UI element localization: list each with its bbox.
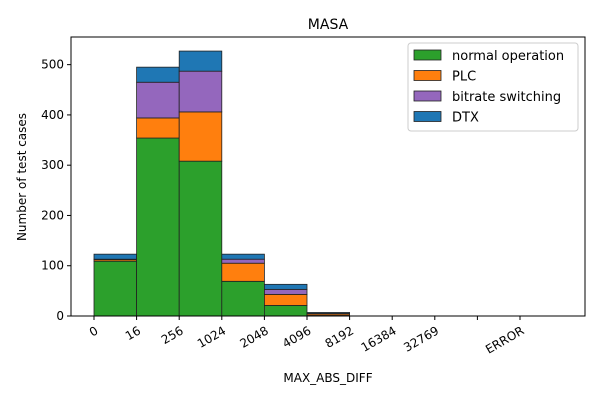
bar-segment [178,50,223,72]
bar-segment [136,117,180,139]
x-tick-label: 0 [87,323,101,339]
y-tick-label: 300 [41,158,64,172]
bar-segment [306,312,350,314]
bar-segment [221,258,265,264]
bar-segment [263,283,308,290]
legend-box [407,42,579,132]
x-tick-label: 2048 [237,323,270,350]
x-tick-label: 1024 [195,323,228,350]
legend-label: normal operation [452,49,564,64]
y-tick-label: 200 [41,208,64,222]
bar-segment [221,253,265,260]
y-axis-label: Number of test cases [15,113,29,241]
legend-swatch [413,90,442,102]
legend-swatch [413,70,442,81]
x-axis-label: MAX_ABS_DIFF [283,371,372,385]
x-tick-label: 4096 [280,323,313,350]
bar-segment [178,111,223,162]
y-tick-label: 500 [41,58,64,72]
y-tick-label: 400 [41,108,64,122]
legend-swatch [413,111,442,122]
y-tick-label: 100 [41,259,64,273]
legend-label: bitrate switching [452,90,561,105]
bar-segment [136,81,180,119]
x-tick-label: ERROR [483,323,526,356]
bar-segment [178,70,223,113]
bar-segment [93,253,137,260]
x-tick-label: 16384 [359,323,399,354]
plot-frame [70,36,586,317]
x-tick-label: 32769 [401,323,441,354]
y-tick-label: 0 [56,309,64,323]
bar-segment [263,293,308,306]
bar-segment [221,280,265,317]
legend-label: DTX [452,111,479,126]
legend-swatch [413,49,442,61]
bar-segment [263,288,308,295]
bar-segment [136,66,180,83]
bar-segment [221,262,265,282]
bar-segment [93,260,137,317]
x-tick-label: 16 [123,323,143,343]
chart-title: MASA [308,17,349,33]
bar-segment [178,160,223,317]
bar-segment [136,137,180,317]
legend: normal operation PLC bitrate switching DTX [407,42,579,132]
legend-label: PLC [452,70,476,85]
bar-segment [263,305,308,317]
x-tick-label: 256 [159,323,186,347]
x-tick-label: 8192 [323,323,356,350]
